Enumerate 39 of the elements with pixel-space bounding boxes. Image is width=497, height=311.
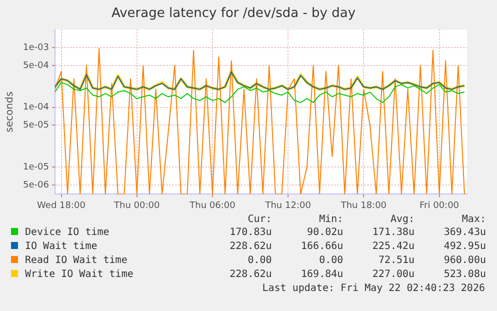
text: 166.66u <box>300 240 344 254</box>
text: 369.43u <box>442 226 487 240</box>
text: Min: <box>318 214 344 226</box>
legend-label: IO Wait time <box>24 240 98 254</box>
text: Avg: <box>389 214 416 226</box>
text: 169.84u <box>300 268 344 282</box>
x-tick-label: Thu 00:00 <box>113 200 160 211</box>
text: 0.00 <box>246 254 273 268</box>
legend-label: Write IO Wait time <box>24 268 134 282</box>
legend-label: Read IO Wait time <box>24 254 128 268</box>
text: Cur: <box>246 214 273 226</box>
y-tick-label: 5e-05 <box>22 120 49 131</box>
text: 0.00 <box>318 254 344 268</box>
text: 171.38u <box>371 226 416 240</box>
y-tick-label: 5e-06 <box>22 180 50 190</box>
text: 228.62u <box>228 240 273 254</box>
x-tick-label: Thu 18:00 <box>340 200 387 211</box>
x-tick-label: Wed 18:00 <box>37 200 86 211</box>
text: Last update: Fri May 22 02:40:23 2026 <box>261 283 485 294</box>
text: Max: <box>460 214 487 226</box>
y-axis-title: seconds <box>4 91 16 132</box>
chart-title: Average latency for /dev/sda - by day <box>111 6 356 22</box>
text: 228.62u <box>228 268 273 282</box>
y-tick-label: 1e-03 <box>22 42 49 53</box>
text: 227.00u <box>371 268 416 282</box>
text: 72.51u <box>377 254 416 268</box>
y-tick-label: 1e-04 <box>22 102 50 113</box>
text: 90.02u <box>306 226 344 240</box>
text: 523.08u <box>442 268 487 282</box>
y-tick-label: 1e-05 <box>22 162 49 172</box>
text: 960.00u <box>442 254 487 268</box>
y-tick-label: 5e-04 <box>22 60 50 71</box>
x-tick-label: Fri 00:00 <box>420 200 460 211</box>
text: 225.42u <box>371 240 416 254</box>
text: 170.83u <box>228 226 273 240</box>
x-tick-label: Thu 06:00 <box>188 200 236 211</box>
text: 492.95u <box>442 240 487 254</box>
x-tick-label: Thu 12:00 <box>264 200 312 211</box>
legend-label: Device IO time <box>24 226 110 240</box>
